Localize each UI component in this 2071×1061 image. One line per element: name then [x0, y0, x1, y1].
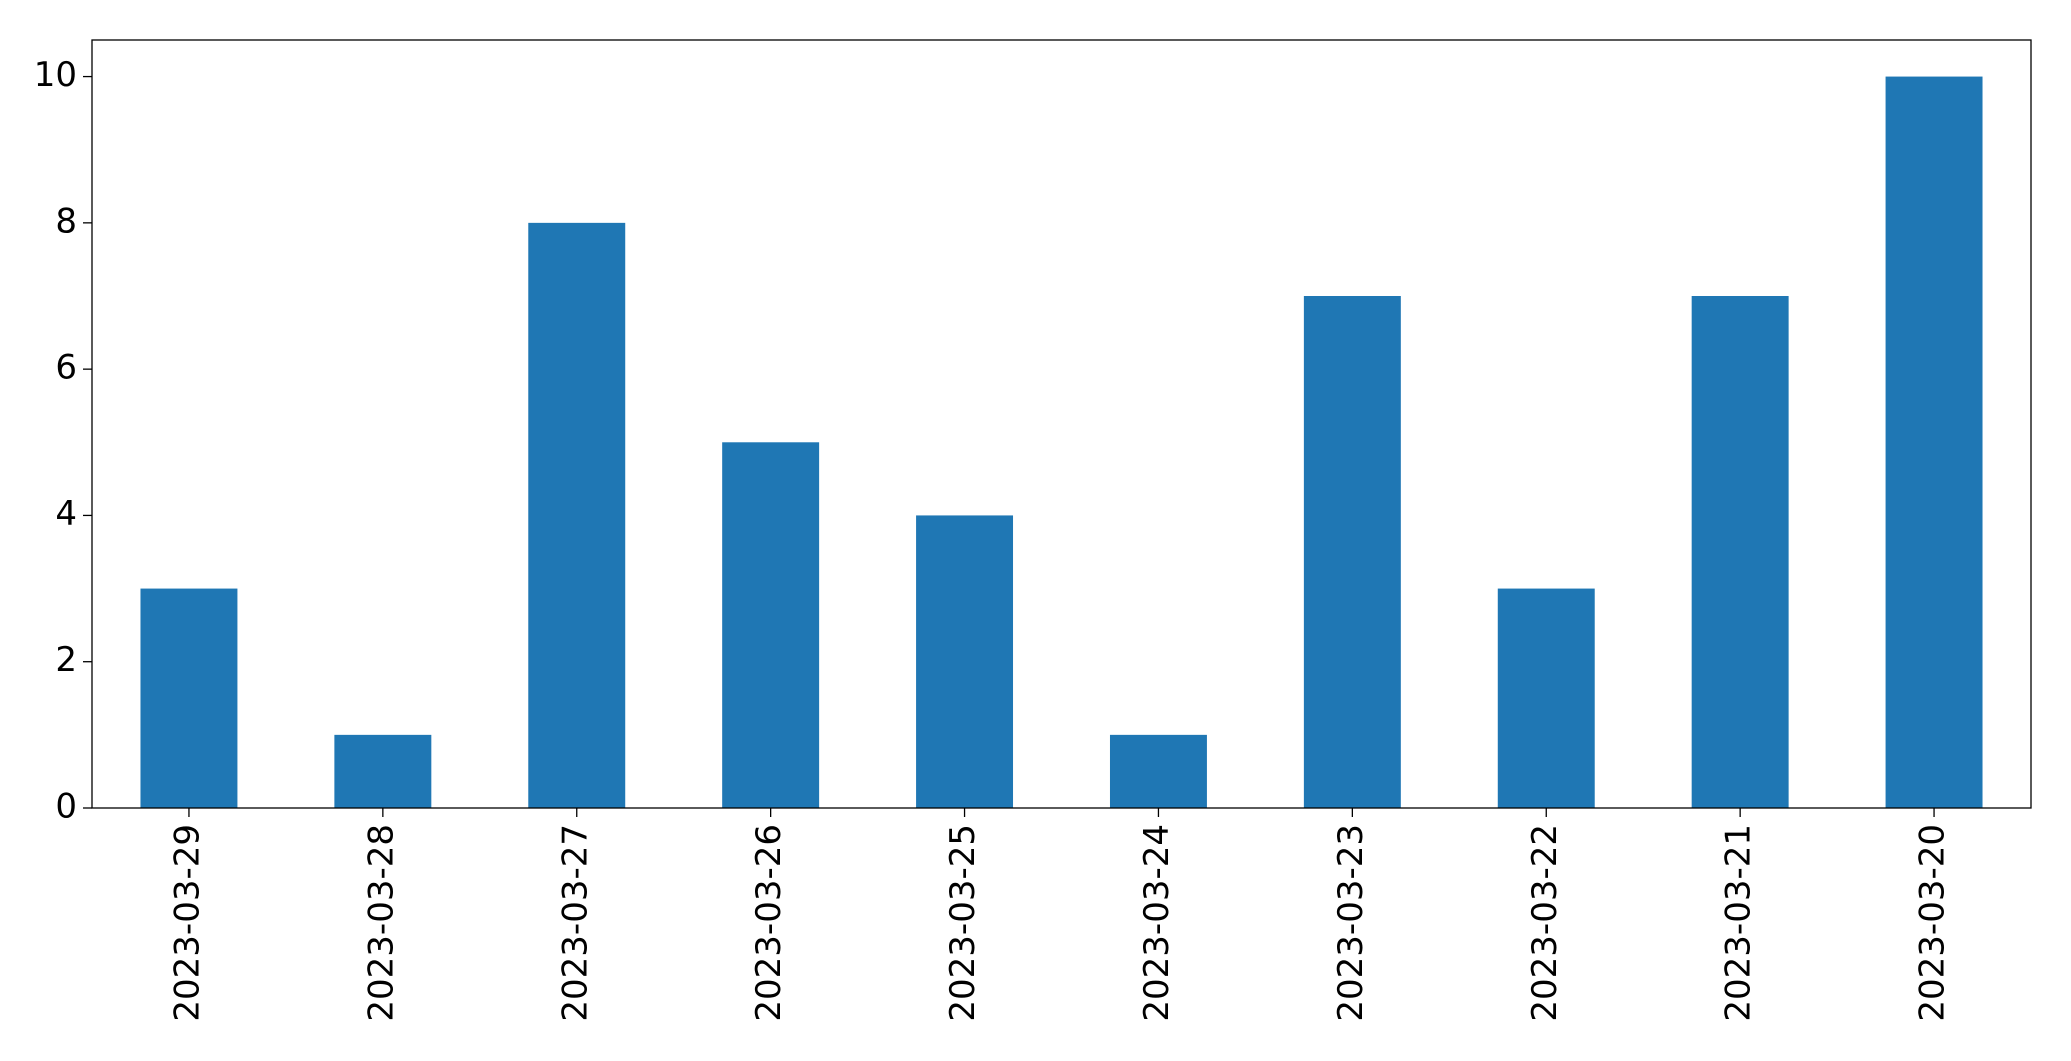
- x-tick-label: 2023-03-20: [1913, 824, 1953, 1022]
- bar: [528, 222, 626, 808]
- y-tick-label: 0: [55, 787, 77, 827]
- bar: [916, 515, 1014, 808]
- bar: [334, 734, 432, 808]
- bar: [1109, 734, 1207, 808]
- x-tick-label: 2023-03-26: [749, 824, 789, 1022]
- y-tick-label: 10: [34, 55, 77, 95]
- bar: [1303, 296, 1401, 808]
- bar: [1691, 296, 1789, 808]
- x-tick-label: 2023-03-23: [1331, 824, 1371, 1022]
- bar: [722, 442, 820, 808]
- y-tick-label: 4: [55, 494, 77, 534]
- x-tick-label: 2023-03-29: [167, 824, 207, 1022]
- x-tick-label: 2023-03-22: [1525, 824, 1565, 1022]
- x-tick-label: 2023-03-28: [361, 824, 401, 1022]
- y-tick-label: 2: [55, 640, 77, 680]
- x-tick-label: 2023-03-27: [555, 824, 595, 1022]
- bar: [140, 588, 238, 808]
- bar: [1885, 76, 1983, 809]
- axes-frame: [91, 39, 2032, 809]
- y-tick-label: 8: [55, 201, 77, 241]
- x-tick-label: 2023-03-24: [1137, 824, 1177, 1022]
- y-tick-label: 6: [55, 348, 77, 388]
- x-tick-label: 2023-03-21: [1719, 824, 1759, 1022]
- bar: [1497, 588, 1595, 808]
- x-tick-label: 2023-03-25: [943, 824, 983, 1022]
